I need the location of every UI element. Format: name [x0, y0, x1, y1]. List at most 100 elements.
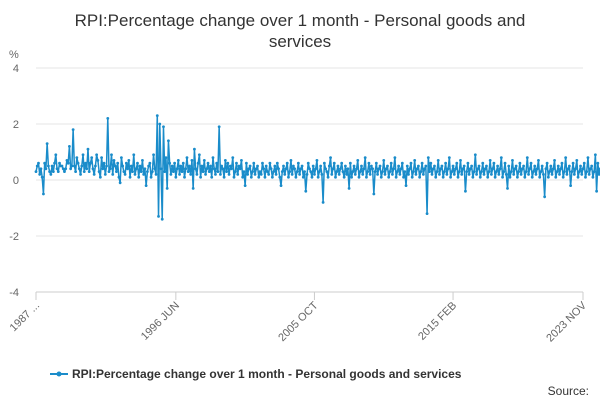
data-point	[324, 167, 327, 171]
data-point	[178, 173, 181, 176]
data-point	[113, 164, 117, 168]
data-point	[207, 170, 211, 174]
data-point	[227, 173, 231, 176]
data-point	[538, 175, 542, 179]
data-point	[61, 167, 65, 171]
data-point	[110, 153, 113, 157]
data-point	[435, 170, 439, 174]
data-point	[548, 170, 551, 174]
data-point	[460, 173, 464, 176]
data-point	[191, 187, 195, 190]
data-point	[571, 161, 575, 165]
data-point	[235, 161, 238, 165]
data-point	[508, 175, 512, 179]
data-point	[488, 159, 492, 162]
x-axis-ticks: 1987 ... 1996 JUN 2005 OCT 2015 FEB 2023 NOV	[8, 292, 590, 344]
data-point	[162, 125, 165, 129]
data-point	[378, 164, 382, 168]
data-point	[299, 167, 303, 171]
y-tick-label: 4	[13, 63, 19, 75]
data-point	[570, 170, 574, 174]
data-point	[144, 184, 148, 188]
data-point	[65, 159, 69, 162]
data-point	[554, 175, 558, 179]
data-point	[215, 161, 219, 165]
data-point	[266, 170, 269, 174]
data-point	[304, 189, 308, 193]
data-point	[561, 175, 565, 179]
data-point	[478, 175, 482, 179]
data-point	[542, 173, 545, 176]
data-point	[210, 175, 214, 179]
data-point	[491, 167, 495, 171]
data-point	[339, 167, 342, 171]
data-point	[517, 170, 521, 174]
data-point	[97, 170, 101, 174]
data-point	[254, 167, 258, 171]
data-point	[216, 170, 220, 174]
data-point	[108, 167, 112, 171]
data-point	[325, 170, 329, 174]
data-point	[71, 128, 75, 132]
data-point	[228, 164, 232, 168]
data-point	[439, 167, 443, 171]
data-point	[377, 167, 381, 171]
data-point	[574, 167, 577, 171]
data-point	[362, 167, 366, 171]
data-point	[409, 161, 413, 165]
data-point	[455, 161, 459, 165]
x-tick-label: 2023 NOV	[544, 299, 589, 344]
data-point	[452, 173, 456, 176]
data-point	[284, 167, 288, 171]
data-point	[553, 159, 556, 162]
data-point	[230, 167, 233, 171]
data-point	[419, 170, 423, 174]
data-point	[103, 173, 107, 176]
data-point	[117, 175, 121, 179]
data-point	[347, 187, 351, 190]
data-point	[179, 164, 183, 168]
data-point	[367, 161, 371, 165]
data-point	[388, 170, 392, 174]
data-point	[70, 164, 74, 168]
data-point	[481, 161, 485, 165]
data-point	[45, 142, 49, 146]
data-point	[280, 170, 284, 174]
y-tick-label: -4	[9, 287, 19, 299]
data-point	[477, 164, 481, 168]
data-point	[305, 173, 309, 176]
data-point	[35, 164, 39, 168]
data-point	[98, 175, 102, 179]
data-point	[330, 173, 334, 176]
y-axis-unit-label: %	[9, 49, 19, 61]
data-point	[499, 156, 503, 160]
data-point	[567, 164, 571, 168]
data-point	[497, 173, 501, 176]
data-point	[77, 167, 81, 171]
data-point	[438, 173, 441, 176]
data-point	[383, 173, 387, 176]
data-point	[503, 161, 507, 165]
data-point	[467, 173, 471, 176]
data-point	[352, 164, 356, 168]
data-point	[201, 170, 205, 174]
data-point	[592, 170, 596, 174]
data-point	[261, 161, 264, 165]
data-point	[252, 161, 256, 165]
data-point	[350, 175, 353, 179]
data-point	[40, 175, 44, 179]
data-point	[204, 173, 207, 176]
data-point	[410, 175, 414, 179]
data-point	[270, 175, 274, 179]
data-point	[257, 175, 261, 179]
data-point	[263, 175, 267, 179]
data-point	[493, 175, 497, 179]
data-point	[112, 159, 116, 162]
data-point	[456, 175, 460, 179]
data-point	[315, 159, 319, 162]
data-point	[584, 175, 587, 179]
data-point	[327, 164, 331, 168]
data-point	[295, 170, 299, 174]
data-point	[238, 167, 242, 171]
